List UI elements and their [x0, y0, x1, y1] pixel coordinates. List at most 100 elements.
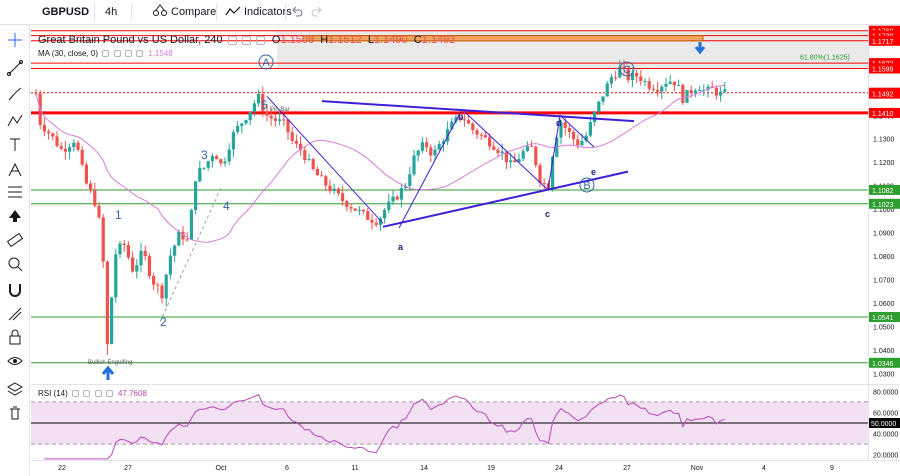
candle-body: [475, 130, 479, 135]
indicators-button[interactable]: Indicators: [225, 0, 292, 25]
legend-settings-icon[interactable]: [241, 35, 251, 45]
candle-body: [530, 146, 534, 148]
rsi-legend: RSI (14) 47.7608: [38, 388, 147, 400]
candle-body: [656, 89, 660, 92]
candle-body: [576, 139, 580, 146]
candle-body: [559, 122, 563, 138]
text-icon[interactable]: [5, 135, 25, 155]
magnet-icon[interactable]: [5, 280, 25, 300]
wave-a-line: [266, 96, 384, 224]
candle-body: [110, 297, 114, 344]
undo-icon: [292, 6, 303, 17]
drawing-toolbar: [0, 25, 30, 476]
rsi-settings-icon[interactable]: [83, 390, 91, 398]
candle-body: [219, 159, 223, 164]
candle-body: [370, 219, 374, 223]
candle-body: [714, 87, 718, 96]
crosshair-icon[interactable]: [5, 30, 25, 50]
candle-body: [630, 72, 634, 81]
interval-button[interactable]: 4h: [105, 6, 118, 18]
rsi-close-icon[interactable]: [94, 390, 102, 398]
candle-body: [177, 231, 181, 246]
candle-body: [278, 119, 282, 121]
candle-body: [588, 122, 592, 136]
candle-body: [244, 120, 248, 124]
rsi-tick: 20.0000: [873, 453, 898, 460]
measure-icon[interactable]: [5, 304, 25, 324]
candle-body: [215, 155, 219, 160]
fib-icon[interactable]: [5, 182, 25, 202]
rsi-value: 47.7608: [117, 389, 147, 398]
candle-body: [366, 211, 370, 220]
wave-number-1: 1: [115, 208, 122, 222]
time-tick-27: 27: [124, 465, 132, 472]
candle-body: [189, 210, 193, 240]
candle-body: [273, 118, 277, 121]
legend-more-icon[interactable]: [255, 35, 265, 45]
layers-icon[interactable]: [5, 379, 25, 399]
arrow-icon[interactable]: [5, 206, 25, 226]
time-tick-27: 27: [623, 465, 631, 472]
candle-body: [328, 185, 332, 192]
circled-B-label: B: [583, 180, 590, 192]
candle-body: [160, 285, 164, 299]
zoom-icon[interactable]: [5, 254, 25, 274]
price-badge-label: 1.0541: [872, 315, 894, 322]
symbol-title: Great Britain Pound vs US Dollar, 240: [38, 34, 223, 46]
candle-body: [635, 72, 639, 77]
ruler-icon[interactable]: [5, 230, 25, 250]
candle-body: [290, 132, 294, 142]
candle-body: [261, 94, 265, 112]
bullish-arrow-icon: [101, 365, 115, 380]
candle-body: [467, 120, 471, 124]
candle-body: [525, 146, 529, 152]
ma-eye-icon[interactable]: [102, 50, 110, 58]
ma-more-icon[interactable]: [135, 50, 143, 58]
candle-body: [320, 175, 324, 177]
redo-button[interactable]: [311, 0, 323, 25]
candle-body: [441, 141, 445, 144]
pattern-icon[interactable]: [5, 111, 25, 131]
candle-body: [479, 134, 483, 136]
fork-icon[interactable]: [5, 160, 25, 180]
rsi-eye-icon[interactable]: [72, 390, 80, 398]
target-arrow-icon: [694, 42, 706, 55]
ma-settings-icon[interactable]: [113, 50, 121, 58]
symbol-search[interactable]: GBPUSD: [42, 6, 90, 18]
price-badge-bg: [869, 184, 900, 195]
eye-icon[interactable]: [5, 351, 25, 371]
rsi-more-icon[interactable]: [105, 390, 113, 398]
candle-body: [126, 245, 130, 258]
trend-line-icon[interactable]: [5, 58, 25, 78]
candle-body: [420, 142, 424, 151]
time-tick-19: 19: [487, 465, 495, 472]
candle-body: [399, 188, 403, 200]
indicators-icon: [225, 6, 241, 16]
abcde-path: [398, 108, 595, 229]
trash-icon[interactable]: [5, 403, 25, 423]
price-badge-bg: [869, 63, 900, 74]
fib-label: 61.80%(1.1625): [800, 54, 850, 61]
candle-body: [677, 85, 681, 87]
candle-body: [252, 103, 256, 113]
candle-body: [437, 143, 441, 150]
price-tick: 1.0500: [873, 325, 895, 332]
candle-body: [458, 117, 462, 120]
compare-button[interactable]: Compare: [152, 0, 216, 25]
circled-A-ring: [258, 54, 274, 70]
price-badge-bg: [869, 107, 900, 118]
circled-C-label: C: [623, 64, 631, 76]
candle-body: [118, 243, 122, 255]
undo-button[interactable]: [291, 0, 303, 25]
lock-icon[interactable]: [5, 327, 25, 347]
rsi-line: [44, 394, 725, 460]
ma-close-icon[interactable]: [124, 50, 132, 58]
candle-body: [210, 155, 214, 162]
candle-body: [387, 201, 391, 210]
legend-eye-icon[interactable]: [227, 35, 237, 45]
candle-body: [660, 86, 664, 92]
brush-icon[interactable]: [5, 84, 25, 104]
price-tick: 1.1000: [873, 207, 895, 214]
candle-body: [341, 193, 345, 202]
